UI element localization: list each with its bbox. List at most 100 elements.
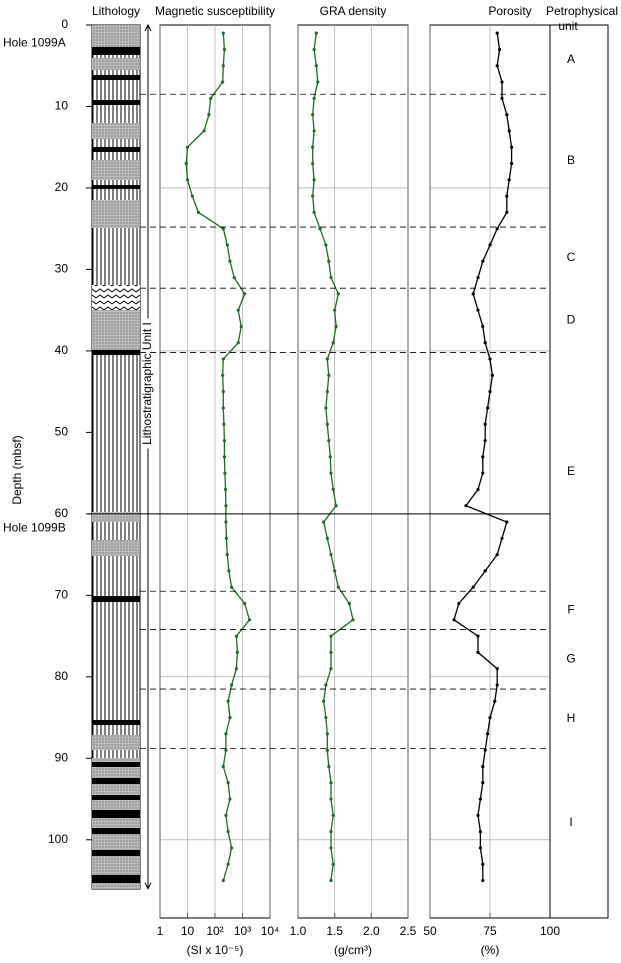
log-point [510,161,514,166]
log-point [329,830,333,834]
y-tick-label: 100 [48,832,68,846]
log-point [329,878,333,883]
unit-label: F [567,603,574,617]
log-point [224,504,228,508]
y-tick-label: 60 [55,506,69,520]
x-axis-label: (SI x 10⁻⁵) [187,943,244,957]
log-point [347,601,351,606]
log-point [483,341,487,345]
log-point [486,732,490,736]
log-point [478,846,482,850]
log-point [481,455,485,459]
log-point [476,813,480,817]
log-point [224,536,229,540]
log-point [190,194,194,198]
y-tick-label: 10 [55,99,69,113]
log-point [311,113,315,117]
log-point [229,846,234,850]
log-point [312,129,316,133]
log-point [311,161,315,166]
log-point [196,210,201,214]
y-tick-label: 70 [55,588,69,602]
log-point [331,813,335,817]
unit-label: H [567,711,576,725]
log-point [311,194,315,198]
log-point [311,145,315,149]
log-point [221,31,225,35]
log-point [329,781,333,785]
log-point [228,715,232,720]
log-point [495,667,499,671]
log-point [322,520,326,524]
unit-label: C [567,250,576,264]
log-point [325,536,329,540]
log-point [329,846,333,850]
log-point [224,520,228,524]
log-point [221,406,225,410]
panel-frame [297,24,409,919]
y-tick-label: 20 [55,180,69,194]
log-point [226,862,230,866]
x-tick-label: 10³ [234,924,251,938]
log-point [184,161,188,166]
log-point [235,650,239,654]
log-point [488,243,492,247]
log-point [221,357,225,361]
log-point [222,47,227,52]
lithology-unit-label: Lithostratigraphic Unit I [140,322,154,445]
log-point [327,259,331,263]
log-point [207,113,211,117]
panel-title: Porosity [488,4,531,18]
log-point [224,813,228,817]
x-tick-label: 75 [483,924,497,938]
x-tick-label: 2.0 [363,924,380,938]
y-tick-label: 80 [55,669,69,683]
log-point [329,471,333,475]
log-point [481,878,485,883]
log-point [243,292,247,296]
unit-label: I [569,815,572,829]
log-point [331,341,335,345]
log-point [481,764,485,769]
log-point [471,292,475,296]
log-point [229,585,234,589]
log-point [329,667,333,671]
log-point [312,178,316,182]
log-point [500,96,504,100]
log-point [334,324,338,329]
log-point [325,748,329,752]
log-point [334,504,338,508]
x-tick-label: 10² [206,924,223,938]
log-point [507,178,511,182]
log-point [224,748,228,752]
log-point [325,357,329,361]
panel-title: Magnetic susceptibility [155,4,275,18]
log-point [324,715,328,720]
log-point [481,259,485,263]
log-point [488,715,492,720]
log-point [229,683,234,687]
log-point [232,275,236,280]
unit-title: unit [558,19,578,33]
hole-label: Hole 1099A [3,35,66,49]
log-point [331,862,335,866]
log-point [185,178,190,182]
log-point [325,422,329,426]
log-point [247,618,252,622]
log-point [222,455,227,459]
unit-label: G [566,651,575,665]
y-tick-label: 90 [55,750,69,764]
x-tick-label: 10⁴ [261,924,280,938]
log-point [464,504,468,508]
log-point [481,781,485,785]
log-point [495,227,499,231]
log-point [223,487,228,492]
lithology-column [91,24,141,890]
unit-label: D [567,313,576,327]
log-point [329,797,333,801]
log-point [322,699,326,703]
log-point [222,422,226,426]
unit-label: E [567,464,575,478]
